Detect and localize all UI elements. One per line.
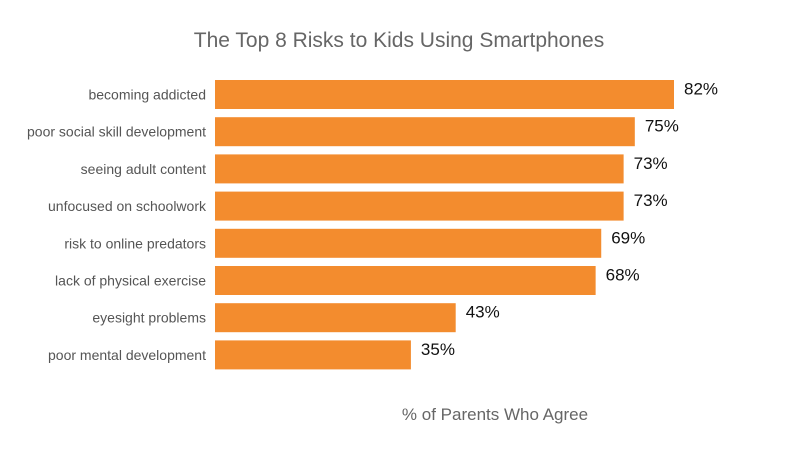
category-label: becoming addicted xyxy=(88,87,206,103)
category-label: eyesight problems xyxy=(92,310,206,326)
bar[interactable] xyxy=(215,228,602,258)
x-axis-label: % of Parents Who Agree xyxy=(402,405,588,424)
chart-title: The Top 8 Risks to Kids Using Smartphone… xyxy=(194,29,604,52)
category-label: risk to online predators xyxy=(64,235,206,251)
value-label: 73% xyxy=(634,154,668,173)
category-label: unfocused on schoolwork xyxy=(48,198,207,214)
value-label: 68% xyxy=(606,266,640,285)
value-label: 69% xyxy=(611,228,645,247)
value-label: 75% xyxy=(645,117,679,136)
bar[interactable] xyxy=(215,154,624,184)
bar[interactable] xyxy=(215,80,674,109)
category-label: seeing adult content xyxy=(81,161,206,177)
bar[interactable] xyxy=(215,191,624,221)
value-label: 43% xyxy=(466,303,500,322)
bar[interactable] xyxy=(215,266,596,295)
value-label: 35% xyxy=(421,340,455,359)
value-label: 73% xyxy=(634,191,668,210)
category-label: lack of physical exercise xyxy=(55,273,206,289)
category-label: poor social skill development xyxy=(27,124,206,140)
category-label: poor mental development xyxy=(48,347,206,363)
bar[interactable] xyxy=(215,340,411,370)
bar[interactable] xyxy=(215,303,456,333)
bar[interactable] xyxy=(215,117,635,147)
value-label: 82% xyxy=(684,80,718,99)
bars-group: becoming addicted 82% poor social skill de… xyxy=(27,80,718,370)
